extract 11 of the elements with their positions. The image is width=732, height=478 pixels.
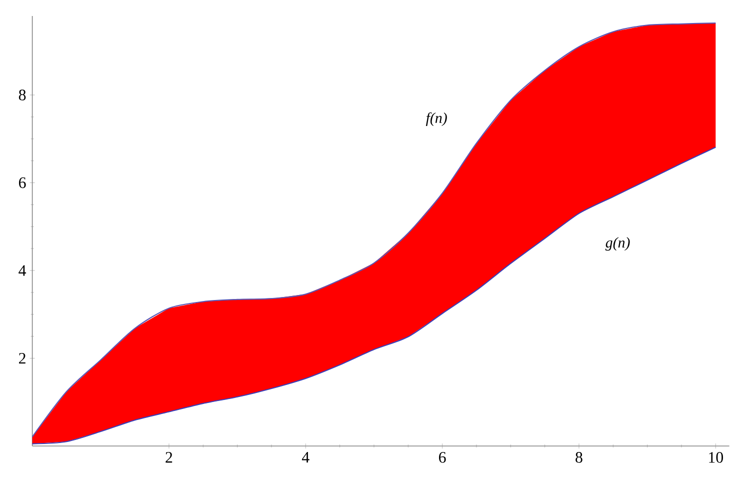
- y-tick-label: 4: [18, 265, 26, 276]
- x-tick-label: 2: [166, 452, 172, 463]
- annotation: f(n): [426, 112, 447, 126]
- x-tick-label: 8: [576, 452, 582, 463]
- y-tick-label: 6: [19, 177, 26, 188]
- x-tick-label: 4: [302, 452, 310, 463]
- annotation: g(n): [605, 237, 630, 251]
- x-tick-label: 6: [439, 452, 446, 463]
- y-tick-label: 8: [18, 90, 26, 100]
- x-tick-label: 10: [709, 452, 723, 463]
- y-tick-label: 2: [19, 352, 26, 364]
